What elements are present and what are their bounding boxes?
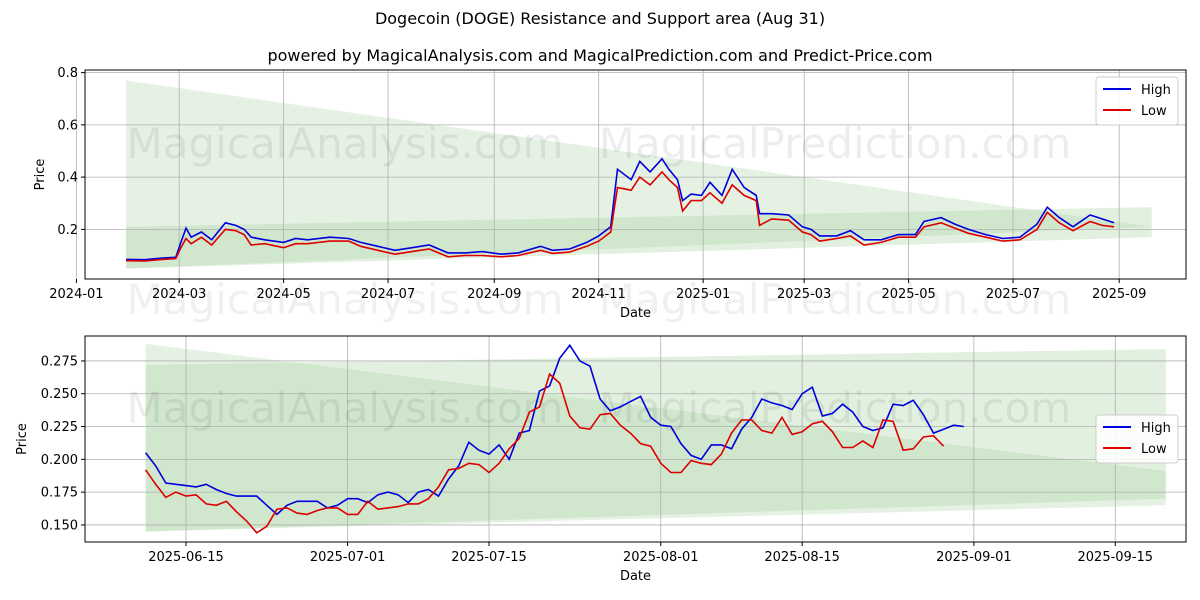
support-area (145, 349, 1166, 532)
x-tick-label: 2025-09 (1092, 287, 1146, 302)
series-line-high (126, 157, 1115, 261)
x-tick-label: 2025-03 (777, 287, 831, 302)
watermark-text: MagicalAnalysis.com (127, 384, 564, 433)
chart-title: Dogecoin (DOGE) Resistance and Support a… (374, 9, 826, 28)
series-line-high (144, 343, 964, 516)
x-tick-label: 2025-01 (676, 287, 730, 302)
x-tick-label: 2025-09-15 (1078, 550, 1154, 565)
x-tick-label: 2025-06-15 (148, 550, 224, 565)
legend-label-low: Low (1141, 442, 1167, 457)
x-tick-label: 2025-07-15 (451, 550, 527, 565)
x-tick-label: 2024-03 (152, 287, 206, 302)
y-tick-label: 0.2 (57, 223, 78, 238)
resistance-area (145, 343, 1166, 532)
chart-panel-2: MagicalAnalysis.com MagicalPrediction.com… (15, 335, 1187, 584)
y-tick-label: 0.8 (57, 66, 78, 81)
x-tick-label: 2025-05 (881, 287, 935, 302)
x-tick-label: 2025-08-15 (764, 550, 840, 565)
y-axis-label: Price (15, 423, 30, 455)
x-tick-label: 2025-07 (986, 287, 1040, 302)
x-tick-label: 2025-07-01 (310, 550, 386, 565)
watermark-text: MagicalAnalysis.com (127, 275, 564, 324)
resistance-area (126, 80, 1152, 269)
legend-label-high: High (1141, 83, 1171, 98)
x-tick-label: 2024-01 (49, 287, 103, 302)
watermark-text: MagicalPrediction.com (599, 384, 1072, 433)
x-tick-label: 2025-08-01 (623, 550, 699, 565)
plot-frame (84, 69, 1187, 280)
y-tick-label: 0.175 (41, 486, 78, 501)
x-axis-label: Date (620, 306, 651, 321)
chart-subtitle: powered by MagicalAnalysis.com and Magic… (267, 46, 933, 65)
y-axis-label: Price (33, 159, 48, 191)
legend-label-high: High (1141, 421, 1171, 436)
series-line-low (144, 372, 945, 534)
y-tick-label: 0.150 (41, 518, 78, 533)
y-tick-label: 0.4 (57, 171, 78, 186)
y-tick-label: 0.6 (57, 118, 78, 133)
chart-panel-1: MagicalAnalysis.com MagicalPrediction.com… (33, 66, 1187, 324)
x-tick-label: 2024-05 (256, 287, 310, 302)
x-tick-label: 2024-07 (361, 287, 415, 302)
x-tick-label: 2025-09-01 (936, 550, 1012, 565)
y-tick-label: 0.225 (41, 420, 78, 435)
watermark-text: MagicalAnalysis.com (127, 119, 564, 168)
x-tick-label: 2024-09 (467, 287, 521, 302)
y-tick-label: 0.275 (41, 354, 78, 369)
y-tick-label: 0.250 (41, 387, 78, 402)
watermark-text: MagicalPrediction.com (599, 119, 1072, 168)
x-tick-label: 2024-11 (572, 287, 626, 302)
legend-label-low: Low (1141, 104, 1167, 119)
plot-frame (84, 335, 1187, 543)
y-tick-label: 0.200 (41, 453, 78, 468)
x-axis-label: Date (620, 569, 651, 584)
support-area (126, 207, 1152, 269)
series-line-low (126, 170, 1115, 262)
watermark-text: MagicalPrediction.com (599, 275, 1072, 324)
